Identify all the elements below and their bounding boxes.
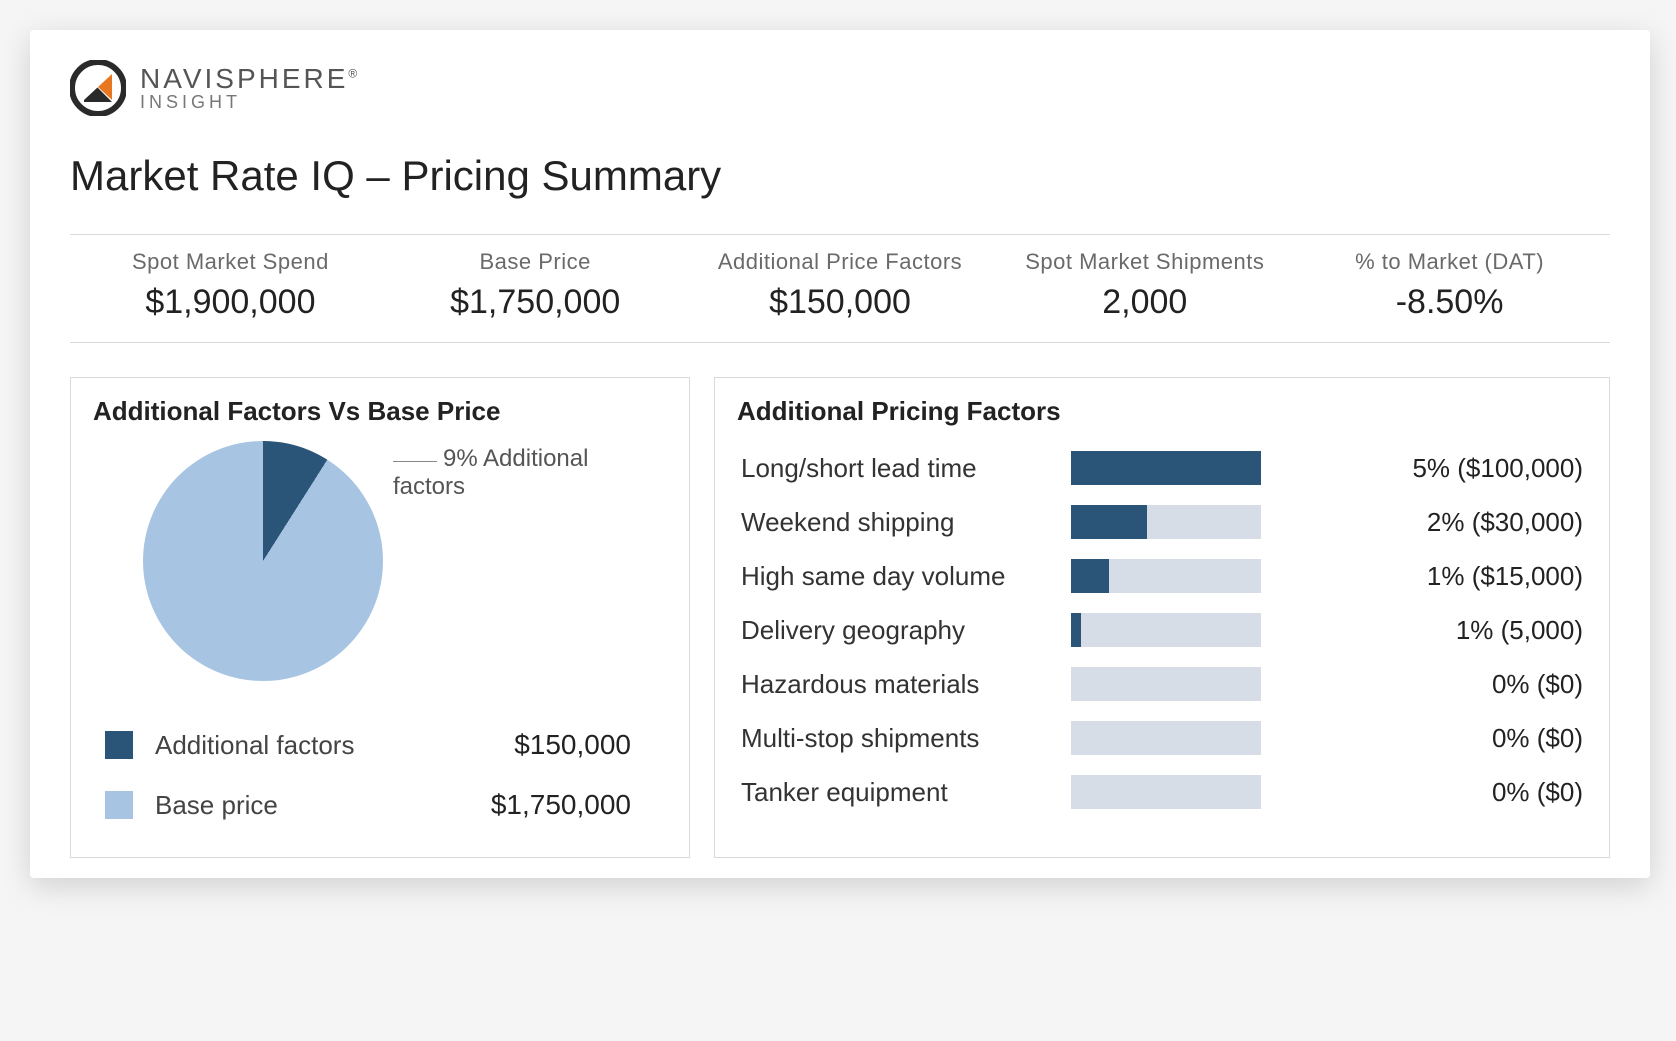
kpi-label: Additional Price Factors <box>718 249 962 275</box>
factor-label: Hazardous materials <box>741 669 1071 700</box>
factor-value: 0% ($0) <box>1285 669 1583 700</box>
factor-row: Long/short lead time 5% ($100,000) <box>737 441 1587 495</box>
factor-bar <box>1071 775 1261 809</box>
panels-row: Additional Factors Vs Base Price 9% Addi… <box>70 377 1610 858</box>
legend-swatch <box>105 791 133 819</box>
factor-bar-fill <box>1071 451 1261 485</box>
factors-list: Long/short lead time 5% ($100,000) Weekend… <box>737 441 1587 819</box>
factor-value: 5% ($100,000) <box>1285 453 1583 484</box>
brand-subline: INSIGHT <box>140 93 360 112</box>
kpi-item: Spot Market Spend $1,900,000 <box>78 249 383 322</box>
kpi-item: Additional Price Factors $150,000 <box>688 249 993 322</box>
factor-bar <box>1071 667 1261 701</box>
pie-chart <box>143 441 383 681</box>
factor-row: Hazardous materials 0% ($0) <box>737 657 1587 711</box>
factor-row: Delivery geography 1% (5,000) <box>737 603 1587 657</box>
pie-callout: 9% Additional factors <box>393 441 667 501</box>
factor-bar-fill <box>1071 613 1081 647</box>
factor-row: Tanker equipment 0% ($0) <box>737 765 1587 819</box>
factors-panel: Additional Pricing Factors Long/short le… <box>714 377 1610 858</box>
legend-swatch <box>105 731 133 759</box>
factor-label: Long/short lead time <box>741 453 1071 484</box>
kpi-label: Spot Market Shipments <box>1025 249 1264 275</box>
kpi-value: 2,000 <box>1102 283 1187 322</box>
legend-row: Base price$1,750,000 <box>93 775 667 835</box>
pie-wrap: 9% Additional factors <box>143 441 667 681</box>
legend-row: Additional factors$150,000 <box>93 715 667 775</box>
factor-label: Multi-stop shipments <box>741 723 1071 754</box>
factor-value: 0% ($0) <box>1285 723 1583 754</box>
brand-registered: ® <box>348 67 360 81</box>
factor-value: 2% ($30,000) <box>1285 507 1583 538</box>
kpi-strip: Spot Market Spend $1,900,000 Base Price $1,… <box>70 234 1610 343</box>
factor-bar <box>1071 451 1261 485</box>
pie-legend: Additional factors$150,000Base price$1,7… <box>93 715 667 835</box>
legend-label: Base price <box>155 790 491 821</box>
factor-value: 1% ($15,000) <box>1285 561 1583 592</box>
factor-value: 1% (5,000) <box>1285 615 1583 646</box>
factors-panel-title: Additional Pricing Factors <box>737 396 1587 427</box>
navisphere-logo-icon <box>70 60 126 116</box>
kpi-item: Base Price $1,750,000 <box>383 249 688 322</box>
brand-header: NAVISPHERE® INSIGHT <box>70 60 1610 116</box>
factor-bar <box>1071 721 1261 755</box>
factor-label: Tanker equipment <box>741 777 1071 808</box>
factor-value: 0% ($0) <box>1285 777 1583 808</box>
factor-bar-fill <box>1071 559 1109 593</box>
kpi-value: $150,000 <box>769 283 911 322</box>
legend-label: Additional factors <box>155 730 514 761</box>
page-title: Market Rate IQ – Pricing Summary <box>70 152 1610 200</box>
factor-row: Weekend shipping 2% ($30,000) <box>737 495 1587 549</box>
factor-label: Weekend shipping <box>741 507 1071 538</box>
factor-bar <box>1071 559 1261 593</box>
brand-name: NAVISPHERE <box>140 63 348 94</box>
factor-row: Multi-stop shipments 0% ($0) <box>737 711 1587 765</box>
kpi-label: Base Price <box>480 249 591 275</box>
kpi-value: $1,750,000 <box>450 283 620 322</box>
kpi-value: $1,900,000 <box>145 283 315 322</box>
brand-text: NAVISPHERE® INSIGHT <box>140 64 360 112</box>
factor-label: Delivery geography <box>741 615 1071 646</box>
factor-bar <box>1071 613 1261 647</box>
kpi-value: -8.50% <box>1396 283 1504 322</box>
kpi-label: Spot Market Spend <box>132 249 329 275</box>
pie-chart-circle <box>143 441 383 681</box>
kpi-label: % to Market (DAT) <box>1355 249 1544 275</box>
pie-panel-title: Additional Factors Vs Base Price <box>93 396 667 427</box>
kpi-item: % to Market (DAT) -8.50% <box>1297 249 1602 322</box>
callout-line <box>393 461 437 462</box>
dashboard-card: NAVISPHERE® INSIGHT Market Rate IQ – Pri… <box>30 30 1650 878</box>
factor-row: High same day volume 1% ($15,000) <box>737 549 1587 603</box>
factor-bar-fill <box>1071 505 1147 539</box>
legend-value: $150,000 <box>514 729 631 761</box>
factor-bar <box>1071 505 1261 539</box>
factor-label: High same day volume <box>741 561 1071 592</box>
callout-text: 9% Additional factors <box>393 445 588 500</box>
legend-value: $1,750,000 <box>491 789 631 821</box>
pie-panel: Additional Factors Vs Base Price 9% Addi… <box>70 377 690 858</box>
kpi-item: Spot Market Shipments 2,000 <box>992 249 1297 322</box>
